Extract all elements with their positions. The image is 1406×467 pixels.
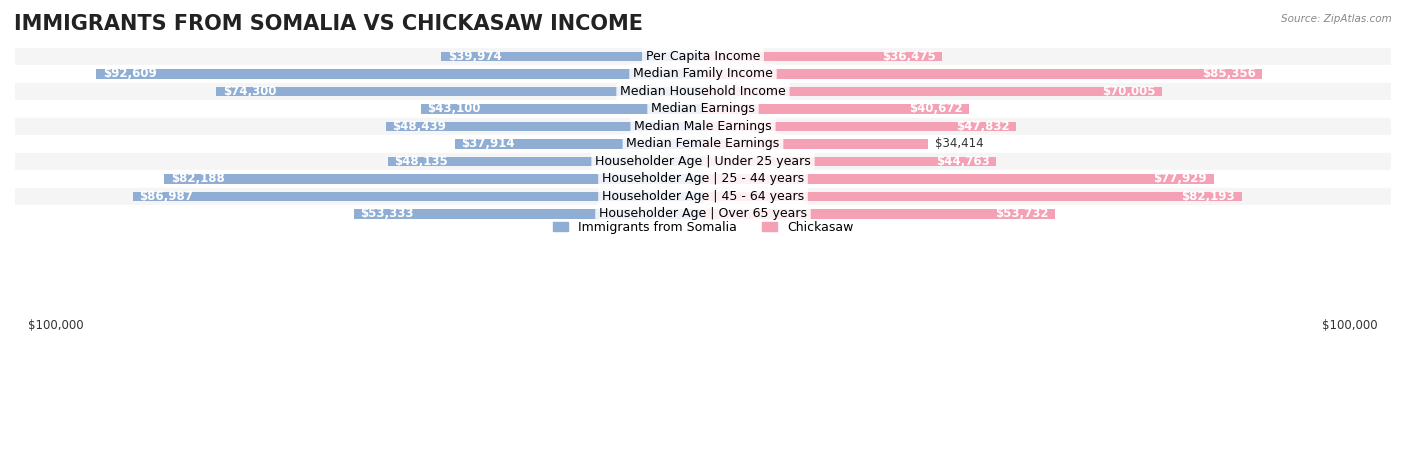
Bar: [703, 139, 928, 149]
Bar: [703, 209, 1054, 219]
Bar: [703, 104, 970, 113]
Text: Median Family Income: Median Family Income: [633, 67, 773, 80]
Bar: [217, 86, 703, 96]
Text: $82,188: $82,188: [172, 172, 225, 185]
Text: $43,100: $43,100: [427, 102, 481, 115]
Text: Householder Age | Under 25 years: Householder Age | Under 25 years: [595, 155, 811, 168]
Bar: [96, 69, 703, 79]
Bar: [703, 156, 997, 166]
Bar: [15, 153, 1391, 170]
Text: $53,732: $53,732: [995, 207, 1049, 220]
Text: IMMIGRANTS FROM SOMALIA VS CHICKASAW INCOME: IMMIGRANTS FROM SOMALIA VS CHICKASAW INC…: [14, 14, 643, 34]
Text: $92,609: $92,609: [103, 67, 156, 80]
Bar: [703, 69, 1263, 79]
Bar: [15, 170, 1391, 188]
Bar: [15, 188, 1391, 205]
Text: $100,000: $100,000: [1322, 318, 1378, 332]
Text: $86,987: $86,987: [139, 190, 194, 203]
Text: Source: ZipAtlas.com: Source: ZipAtlas.com: [1281, 14, 1392, 24]
Text: $34,414: $34,414: [935, 137, 984, 150]
Bar: [134, 191, 703, 201]
Text: $82,193: $82,193: [1181, 190, 1234, 203]
Text: $70,005: $70,005: [1102, 85, 1156, 98]
Text: Median Female Earnings: Median Female Earnings: [627, 137, 779, 150]
Legend: Immigrants from Somalia, Chickasaw: Immigrants from Somalia, Chickasaw: [548, 216, 858, 239]
Bar: [703, 121, 1017, 131]
Bar: [454, 139, 703, 149]
Text: $48,439: $48,439: [392, 120, 446, 133]
Text: $44,763: $44,763: [936, 155, 990, 168]
Bar: [15, 118, 1391, 135]
Bar: [703, 52, 942, 61]
Text: $36,475: $36,475: [882, 50, 935, 63]
Text: $39,974: $39,974: [447, 50, 502, 63]
Text: $48,135: $48,135: [394, 155, 449, 168]
Text: Median Male Earnings: Median Male Earnings: [634, 120, 772, 133]
Bar: [441, 52, 703, 61]
Bar: [353, 209, 703, 219]
Bar: [703, 174, 1213, 184]
Bar: [385, 121, 703, 131]
Text: Median Earnings: Median Earnings: [651, 102, 755, 115]
Text: Householder Age | 45 - 64 years: Householder Age | 45 - 64 years: [602, 190, 804, 203]
Bar: [165, 174, 703, 184]
Text: $53,333: $53,333: [360, 207, 413, 220]
Bar: [420, 104, 703, 113]
Bar: [15, 205, 1391, 223]
Text: $74,300: $74,300: [222, 85, 276, 98]
Bar: [15, 135, 1391, 153]
Text: Householder Age | Over 65 years: Householder Age | Over 65 years: [599, 207, 807, 220]
Text: $40,672: $40,672: [910, 102, 963, 115]
Text: Per Capita Income: Per Capita Income: [645, 50, 761, 63]
Text: Median Household Income: Median Household Income: [620, 85, 786, 98]
Bar: [15, 65, 1391, 83]
Text: $37,914: $37,914: [461, 137, 515, 150]
Text: $77,929: $77,929: [1153, 172, 1208, 185]
Text: $100,000: $100,000: [28, 318, 84, 332]
Bar: [15, 48, 1391, 65]
Text: $85,356: $85,356: [1202, 67, 1256, 80]
Bar: [15, 100, 1391, 118]
Bar: [703, 191, 1241, 201]
Text: Householder Age | 25 - 44 years: Householder Age | 25 - 44 years: [602, 172, 804, 185]
Bar: [703, 86, 1161, 96]
Text: $47,832: $47,832: [956, 120, 1010, 133]
Bar: [15, 83, 1391, 100]
Bar: [388, 156, 703, 166]
